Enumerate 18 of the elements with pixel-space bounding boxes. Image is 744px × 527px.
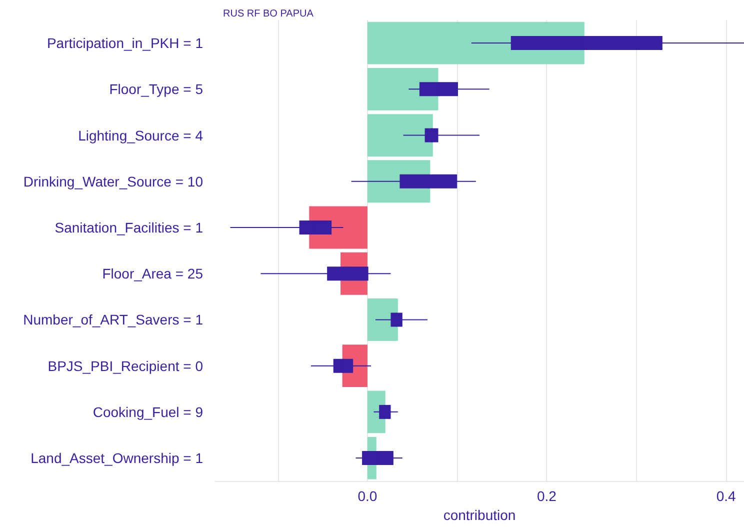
y-tick-label: Lighting_Source = 4 bbox=[78, 127, 204, 144]
y-tick-label: Floor_Area = 25 bbox=[102, 266, 204, 282]
x-tick-label: 0.2 bbox=[537, 488, 557, 504]
y-tick-label: Floor_Type = 5 bbox=[109, 81, 204, 98]
x-axis-title: contribution bbox=[443, 507, 516, 523]
y-tick-label: Sanitation_Facilities = 1 bbox=[54, 219, 204, 236]
y-tick-label: Drinking_Water_Source = 10 bbox=[23, 173, 204, 190]
y-tick-label: BPJS_PBI_Recipient = 0 bbox=[48, 358, 204, 374]
y-tick-label: Cooking_Fuel = 9 bbox=[92, 404, 204, 420]
bar bbox=[367, 298, 398, 341]
y-tick-label: Participation_in_PKH = 1 bbox=[46, 35, 204, 52]
bar bbox=[367, 68, 438, 110]
bar bbox=[367, 114, 433, 156]
chart-title: RUS RF BO PAPUA bbox=[223, 8, 314, 20]
x-tick-label: 0.0 bbox=[358, 488, 378, 504]
y-tick-label: Land_Asset_Ownership = 1 bbox=[30, 450, 204, 466]
x-tick-label: 0.4 bbox=[716, 488, 736, 504]
y-tick-label: Number_of_ART_Savers = 1 bbox=[23, 312, 204, 328]
